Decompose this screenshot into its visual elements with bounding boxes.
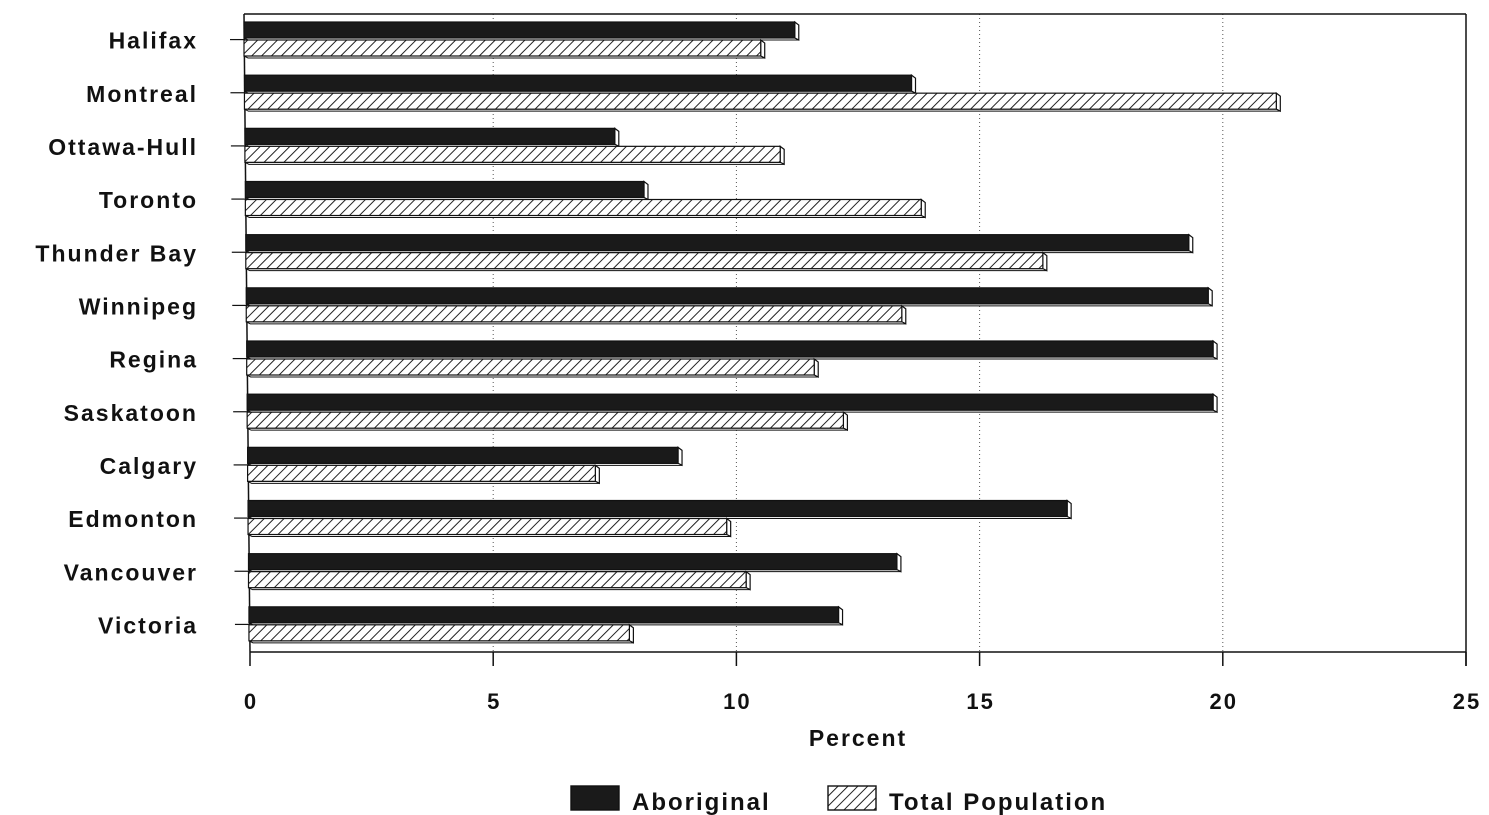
bar-aboriginal-vancouver bbox=[247, 552, 902, 573]
bar-total-population-edmonton bbox=[247, 517, 732, 538]
x-tick-label-15: 15 bbox=[966, 689, 994, 714]
legend-swatch-total-population bbox=[827, 785, 877, 811]
bar-total-population-thunder-bay bbox=[245, 251, 1048, 272]
bar-total-population-toronto bbox=[244, 198, 926, 219]
category-label-regina: Regina bbox=[109, 347, 198, 373]
bar-total-population-victoria bbox=[248, 623, 634, 644]
bar-aboriginal-saskatoon bbox=[246, 392, 1218, 414]
bar-total-population-winnipeg bbox=[245, 304, 907, 325]
bar-aboriginal-toronto bbox=[244, 180, 649, 201]
category-label-montreal: Montreal bbox=[86, 81, 198, 107]
category-label-halifax: Halifax bbox=[109, 28, 198, 54]
category-label-edmonton: Edmonton bbox=[68, 506, 198, 532]
category-label-calgary: Calgary bbox=[100, 453, 198, 479]
x-tick-label-25: 25 bbox=[1453, 689, 1481, 714]
bar-aboriginal-montreal bbox=[243, 73, 917, 95]
x-tick-label-10: 10 bbox=[723, 689, 751, 714]
legend-label-aboriginal: Aboriginal bbox=[632, 789, 771, 815]
x-tick-labels: 0 5 10 15 20 25 bbox=[244, 689, 1481, 714]
bar-total-population-saskatoon bbox=[246, 410, 849, 432]
category-label-victoria: Victoria bbox=[98, 612, 198, 638]
bar-aboriginal-calgary bbox=[247, 446, 683, 467]
legend-item-aboriginal: Aboriginal bbox=[570, 785, 771, 815]
bar-aboriginal-thunder-bay bbox=[245, 233, 1194, 254]
category-label-toronto: Toronto bbox=[99, 187, 198, 213]
x-tick-label-0: 0 bbox=[244, 689, 258, 714]
y-axis-line bbox=[243, 13, 251, 653]
bar-total-population-vancouver bbox=[247, 570, 751, 591]
legend-swatch-aboriginal bbox=[570, 785, 620, 811]
bar-aboriginal-ottawa-hull bbox=[244, 127, 620, 148]
bar-total-population-regina bbox=[246, 357, 819, 378]
bar-aboriginal-edmonton bbox=[247, 499, 1072, 520]
category-labels: Halifax Montreal Ottawa-Hull Toronto Thunder… bbox=[35, 28, 198, 639]
x-tick-label-5: 5 bbox=[487, 689, 501, 714]
category-label-ottawa-hull: Ottawa-Hull bbox=[48, 134, 198, 160]
bar-total-population-ottawa-hull bbox=[244, 145, 785, 166]
category-label-winnipeg: Winnipeg bbox=[79, 293, 198, 319]
legend-item-total-population: Total Population bbox=[827, 785, 1107, 815]
bar-total-population-halifax bbox=[243, 38, 766, 59]
bar-aboriginal-victoria bbox=[248, 605, 844, 626]
bar-aboriginal-winnipeg bbox=[245, 286, 1213, 307]
category-label-thunder-bay: Thunder Bay bbox=[35, 240, 198, 266]
category-label-saskatoon: Saskatoon bbox=[64, 400, 198, 426]
legend-label-total-population: Total Population bbox=[889, 789, 1107, 815]
legend: Aboriginal Total Population bbox=[570, 785, 1107, 815]
bars bbox=[243, 20, 1281, 644]
x-axis-title: Percent bbox=[809, 725, 907, 751]
category-label-vancouver: Vancouver bbox=[64, 559, 198, 585]
bar-aboriginal-regina bbox=[246, 339, 1218, 360]
bar-total-population-calgary bbox=[247, 464, 600, 485]
bar-total-population-montreal bbox=[243, 91, 1281, 113]
x-tick-label-20: 20 bbox=[1210, 689, 1238, 714]
plot-frame bbox=[230, 13, 1467, 666]
bar-aboriginal-halifax bbox=[243, 20, 800, 41]
